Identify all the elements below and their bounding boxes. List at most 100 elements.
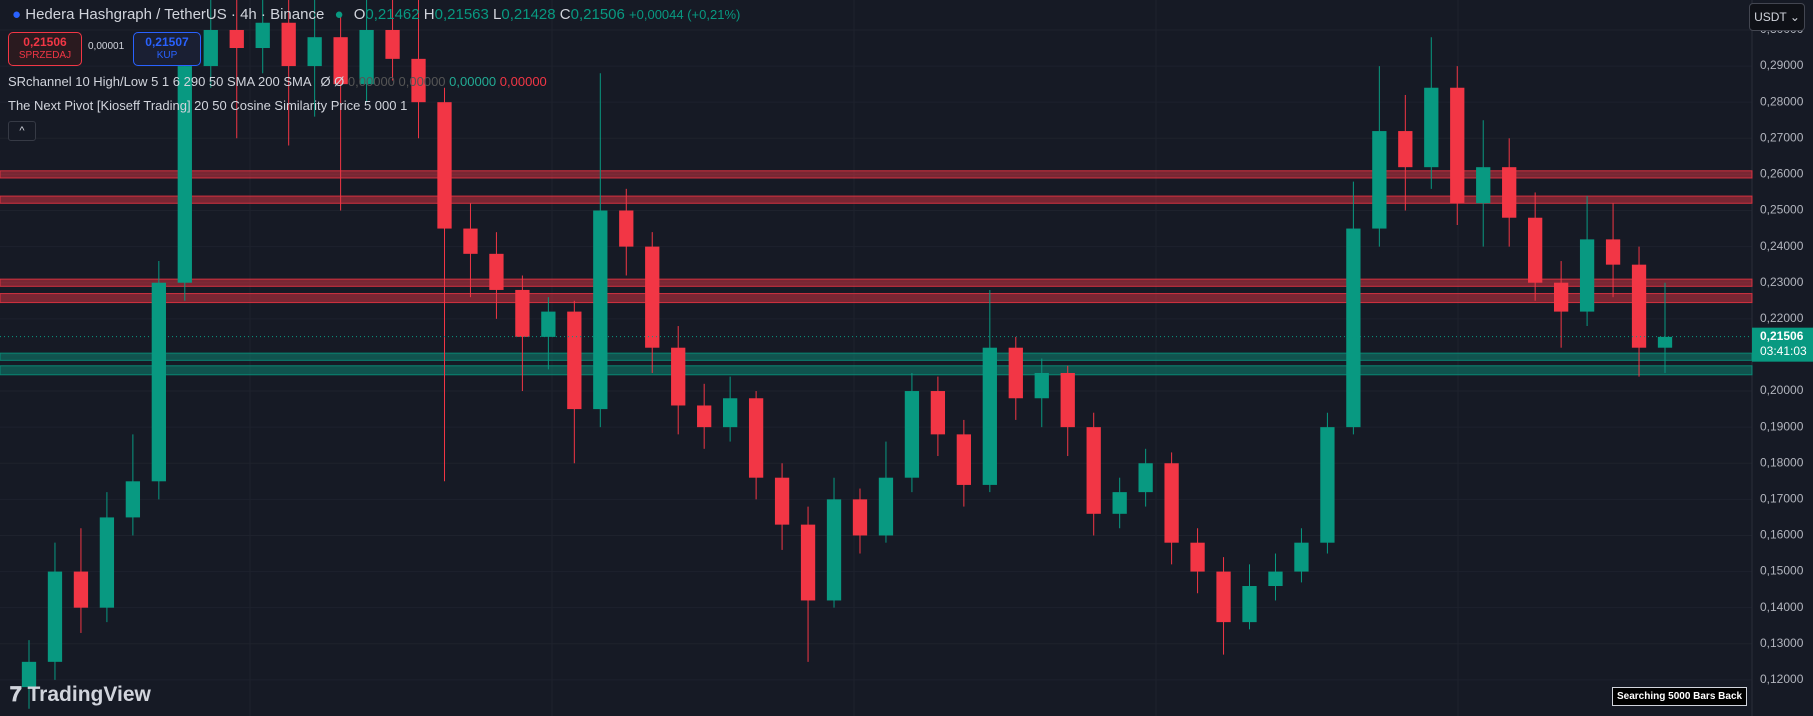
candle-body (1294, 542, 1309, 572)
status-dot: ● (334, 6, 344, 23)
y-tick-label: 0,12000 (1760, 672, 1804, 686)
candle-body (1476, 167, 1491, 204)
sr-sym: Ø Ø (320, 74, 345, 89)
candle-body (1216, 571, 1231, 623)
l-value: 0,21428 (501, 6, 556, 23)
y-tick-label: 0,26000 (1760, 167, 1804, 181)
candle-body (1008, 347, 1023, 399)
candle-body (1268, 571, 1283, 587)
y-tick-label: 0,27000 (1760, 130, 1804, 144)
sr-zone (0, 365, 1753, 376)
o-value: 0,21462 (365, 6, 420, 23)
candle-body (826, 499, 842, 601)
spread: 0,00001 (88, 41, 125, 52)
brand: 𝟕 TradingView (10, 683, 151, 707)
candle-body (1424, 87, 1439, 168)
y-tick-label: 0,14000 (1760, 600, 1804, 614)
status-box: Searching 5000 Bars Back (1612, 687, 1748, 706)
l-label: L (493, 6, 502, 23)
candle-body (671, 347, 686, 406)
currency: USDT (1754, 10, 1787, 24)
candle-body (359, 29, 374, 85)
candle-body (1112, 492, 1127, 514)
candle-body (1346, 228, 1361, 428)
collapse-button[interactable]: ^ (8, 121, 36, 141)
candle-body (956, 434, 971, 485)
candle-body (229, 29, 244, 49)
candle-body (1060, 372, 1075, 428)
candle-body (255, 22, 270, 49)
indicator-sr[interactable]: SRchannel 10 High/Low 5 1 6 290 50 SMA 2… (8, 74, 547, 89)
sr-v4: 0,00000 (499, 74, 547, 89)
y-tick-label: 0,18000 (1760, 455, 1804, 469)
sell-button[interactable]: 0,21506 SPRZEDAJ (8, 32, 82, 66)
candle-body (904, 391, 920, 478)
y-tick-label: 0,19000 (1760, 419, 1804, 433)
candle-body (1372, 131, 1387, 229)
candle-body (1528, 217, 1543, 283)
candle-body (1138, 463, 1153, 493)
candle-body (1502, 167, 1517, 218)
y-tick-label: 0,15000 (1760, 564, 1804, 578)
candle-body (1242, 586, 1257, 623)
y-tick-label: 0,22000 (1760, 311, 1804, 325)
sr-zone (0, 352, 1753, 361)
candle-body (21, 661, 37, 688)
brand-name: TradingView (27, 683, 151, 706)
candle-body (281, 22, 296, 67)
candle-body (307, 37, 322, 67)
sr-zone (0, 170, 1753, 179)
y-tick-label: 0,28000 (1760, 94, 1804, 108)
y-tick-label: 0,17000 (1760, 492, 1804, 506)
h-label: H (423, 6, 435, 23)
candle-body (1164, 463, 1179, 543)
symbol[interactable]: Hedera Hashgraph / TetherUS · 4h · Binan… (25, 6, 325, 23)
y-tick-label: 0,25000 (1760, 203, 1804, 217)
candle-body (878, 477, 894, 536)
last-price-label: 0,21506 (1760, 329, 1804, 343)
c-label: C (559, 6, 571, 23)
last-price-tag (1752, 327, 1813, 362)
sr-text: SRchannel 10 High/Low 5 1 6 290 50 SMA 2… (8, 74, 311, 89)
sr-zone (0, 278, 1753, 287)
currency-button[interactable]: USDT ⌄ (1749, 3, 1805, 31)
candle-body (47, 571, 63, 662)
brand-mark: 𝟕 (10, 683, 28, 706)
candle-body (333, 37, 348, 85)
sell-label: SPRZEDAJ (18, 50, 72, 61)
candle-body (1605, 239, 1621, 265)
candle-body (1190, 542, 1205, 572)
candle-body (411, 58, 426, 103)
sr-v1: 0,00000 (347, 74, 395, 89)
candle-body (930, 391, 946, 435)
y-tick-label: 0,20000 (1760, 383, 1804, 397)
candle-body (437, 102, 452, 229)
y-tick-label: 0,24000 (1760, 239, 1804, 253)
candle-body (203, 29, 218, 67)
h-value: 0,21563 (434, 6, 489, 23)
candle-body (177, 66, 192, 283)
candle-body (125, 481, 141, 518)
candle-body (619, 210, 634, 247)
candle-body (1553, 282, 1569, 312)
y-tick-label: 0,13000 (1760, 636, 1804, 650)
candle-body (1657, 336, 1673, 348)
c-value: 0,21506 (570, 6, 625, 23)
candle-body (982, 347, 997, 485)
candle-body (1086, 427, 1101, 514)
buy-label: KUP (156, 50, 178, 61)
candle-body (567, 311, 582, 410)
buy-button[interactable]: 0,21507 KUP (133, 32, 201, 66)
candle-body (723, 398, 738, 428)
candle-body (1398, 131, 1413, 168)
indicator-pivot[interactable]: The Next Pivot [Kioseff Trading] 20 50 C… (8, 98, 408, 113)
candle-body (515, 289, 530, 337)
candle-body (1034, 372, 1049, 399)
sr-v2: 0,00000 (398, 74, 446, 89)
sr-zone (0, 293, 1753, 304)
candle-body (99, 517, 115, 608)
y-tick-label: 0,23000 (1760, 275, 1804, 289)
candle-body (151, 282, 166, 482)
